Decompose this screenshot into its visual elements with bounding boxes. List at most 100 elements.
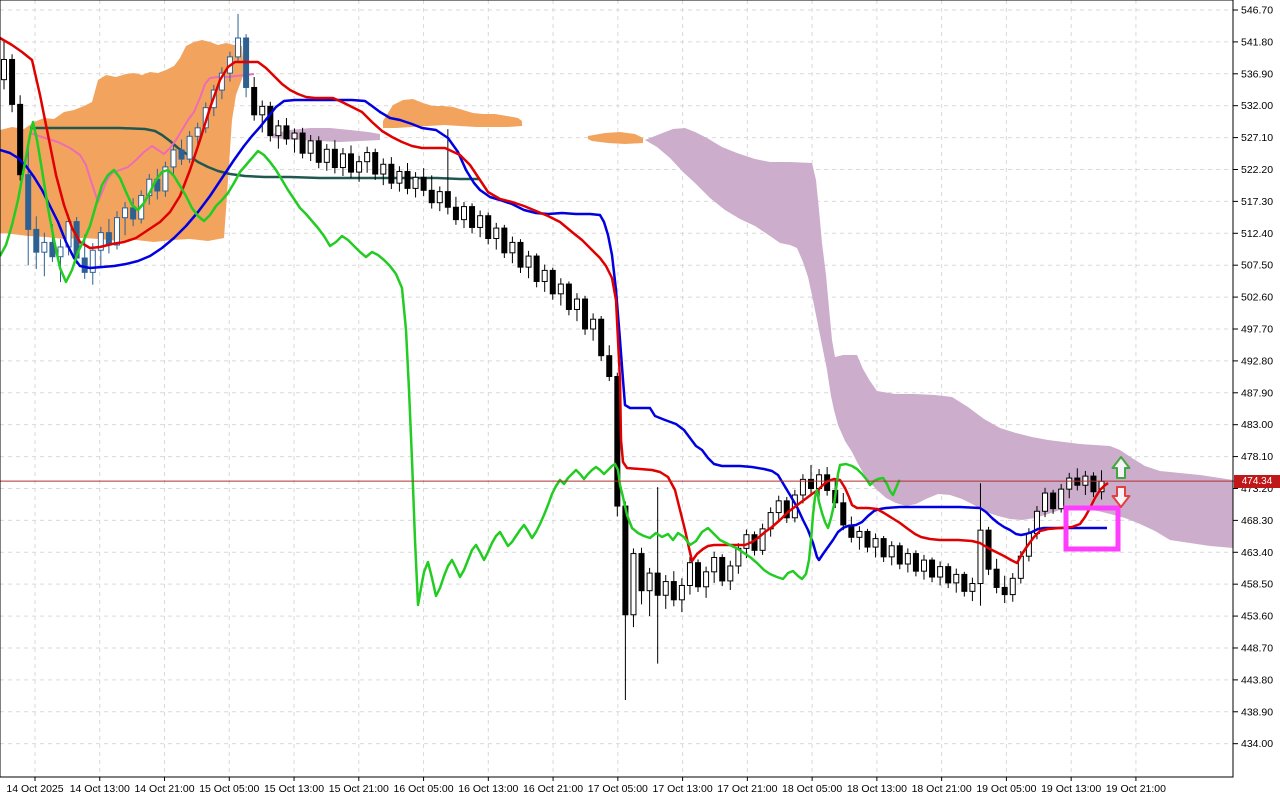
tenkan-line xyxy=(0,36,1109,565)
time-axis-label: 17 Oct 21:00 xyxy=(717,783,777,795)
bullish-candle xyxy=(678,584,685,601)
bullish-candle xyxy=(89,249,96,273)
price-axis-label: 517.30 xyxy=(1241,196,1273,208)
bearish-candle xyxy=(299,132,306,154)
ichimoku-bullish-cloud xyxy=(588,132,643,144)
bullish-candle xyxy=(856,530,863,538)
bullish-candle xyxy=(162,166,169,192)
bullish-candle xyxy=(662,581,669,596)
bullish-candle xyxy=(356,161,363,173)
plot-border xyxy=(0,0,1234,778)
time-axis-label: 19 Oct 05:00 xyxy=(976,783,1036,795)
bearish-candle xyxy=(840,502,847,526)
time-axis-label: 15 Oct 21:00 xyxy=(329,783,389,795)
bearish-candle xyxy=(961,573,968,592)
bearish-candle xyxy=(719,556,726,582)
bullish-candle xyxy=(291,132,298,140)
bullish-candle xyxy=(396,170,403,184)
bullish-candle xyxy=(872,538,879,548)
bullish-candle xyxy=(57,246,64,258)
bullish-candle xyxy=(323,148,330,163)
bullish-candle xyxy=(759,528,766,551)
time-axis-label: 17 Oct 13:00 xyxy=(653,783,713,795)
price-axis-label: 438.90 xyxy=(1241,706,1273,718)
time-axis-label: 18 Oct 13:00 xyxy=(847,783,907,795)
bullish-candle xyxy=(275,125,282,137)
time-axis-label: 17 Oct 05:00 xyxy=(588,783,648,795)
bearish-candle xyxy=(315,140,322,163)
bullish-candle xyxy=(460,206,467,221)
bullish-candle xyxy=(703,571,710,588)
price-axis-label: 497.70 xyxy=(1241,323,1273,335)
bearish-candle xyxy=(670,581,677,601)
bullish-candle xyxy=(888,545,895,558)
bearish-candle xyxy=(372,152,379,175)
price-axis-label: 546.70 xyxy=(1241,5,1273,17)
time-axis-label: 19 Oct 13:00 xyxy=(1041,783,1101,795)
price-axis-label: 483.00 xyxy=(1241,419,1273,431)
bullish-candle xyxy=(711,556,718,573)
bullish-candle xyxy=(590,318,597,330)
bearish-candle xyxy=(428,189,435,204)
price-axis-label: 507.50 xyxy=(1241,260,1273,272)
bullish-candle xyxy=(557,283,564,295)
ichimoku-bearish-cloud xyxy=(645,128,1233,548)
price-axis-label: 453.60 xyxy=(1241,611,1273,623)
bullish-candle xyxy=(509,241,516,254)
bearish-candle xyxy=(565,283,572,310)
bullish-candle xyxy=(41,241,48,253)
bullish-candle xyxy=(977,529,984,585)
price-axis-label: 541.80 xyxy=(1241,36,1273,48)
bearish-candle xyxy=(485,215,492,240)
bullish-candle xyxy=(235,37,242,58)
bullish-candle xyxy=(920,559,927,572)
bullish-candle xyxy=(1,58,7,81)
bullish-candle xyxy=(969,583,976,592)
price-axis-label: 434.00 xyxy=(1241,738,1273,750)
highlight-rectangle[interactable] xyxy=(1063,505,1121,552)
bullish-candle xyxy=(1042,492,1049,512)
buy-arrow-icon[interactable] xyxy=(1111,456,1131,479)
time-axis-label: 18 Oct 21:00 xyxy=(912,783,972,795)
bullish-candle xyxy=(113,217,120,246)
time-axis-label: 19 Oct 21:00 xyxy=(1106,783,1166,795)
bearish-candle xyxy=(549,269,556,295)
price-axis-label: 478.10 xyxy=(1241,451,1273,463)
time-axis-label: 15 Oct 05:00 xyxy=(199,783,259,795)
time-axis-label: 16 Oct 21:00 xyxy=(523,783,583,795)
bearish-candle xyxy=(17,103,24,176)
bearish-candle xyxy=(1090,475,1097,493)
bullish-candle xyxy=(1066,477,1073,490)
bullish-candle xyxy=(477,215,484,228)
time-axis-label: 15 Oct 13:00 xyxy=(264,783,324,795)
bullish-candle xyxy=(436,191,443,204)
chikou-line xyxy=(0,120,901,607)
bullish-candle xyxy=(493,227,500,240)
bearish-candle xyxy=(517,241,524,268)
bullish-candle xyxy=(904,553,911,565)
bullish-candle xyxy=(97,232,104,251)
bullish-candle xyxy=(541,269,548,282)
bearish-candle xyxy=(1050,492,1057,510)
bearish-candle xyxy=(695,562,702,588)
bearish-candle xyxy=(1001,586,1008,596)
bullish-candle xyxy=(630,553,637,616)
bullish-candle xyxy=(1009,577,1016,596)
bearish-candle xyxy=(452,206,459,221)
time-axis-label: 18 Oct 05:00 xyxy=(782,783,842,795)
time-axis-label: 14 Oct 13:00 xyxy=(70,783,130,795)
bullish-candle xyxy=(727,565,734,582)
bullish-candle xyxy=(364,152,371,163)
senkou-a-line xyxy=(29,73,255,203)
price-axis-label: 463.40 xyxy=(1241,547,1273,559)
bullish-candle xyxy=(573,298,580,310)
bearish-candle xyxy=(25,174,32,230)
bullish-candle xyxy=(412,176,419,189)
sell-arrow-icon[interactable] xyxy=(1111,486,1131,508)
ichimoku-bullish-cloud xyxy=(383,99,522,128)
bearish-candle xyxy=(598,318,605,357)
bullish-candle xyxy=(194,127,201,137)
bearish-candle xyxy=(501,227,508,254)
ichimoku-bearish-cloud xyxy=(272,128,380,142)
